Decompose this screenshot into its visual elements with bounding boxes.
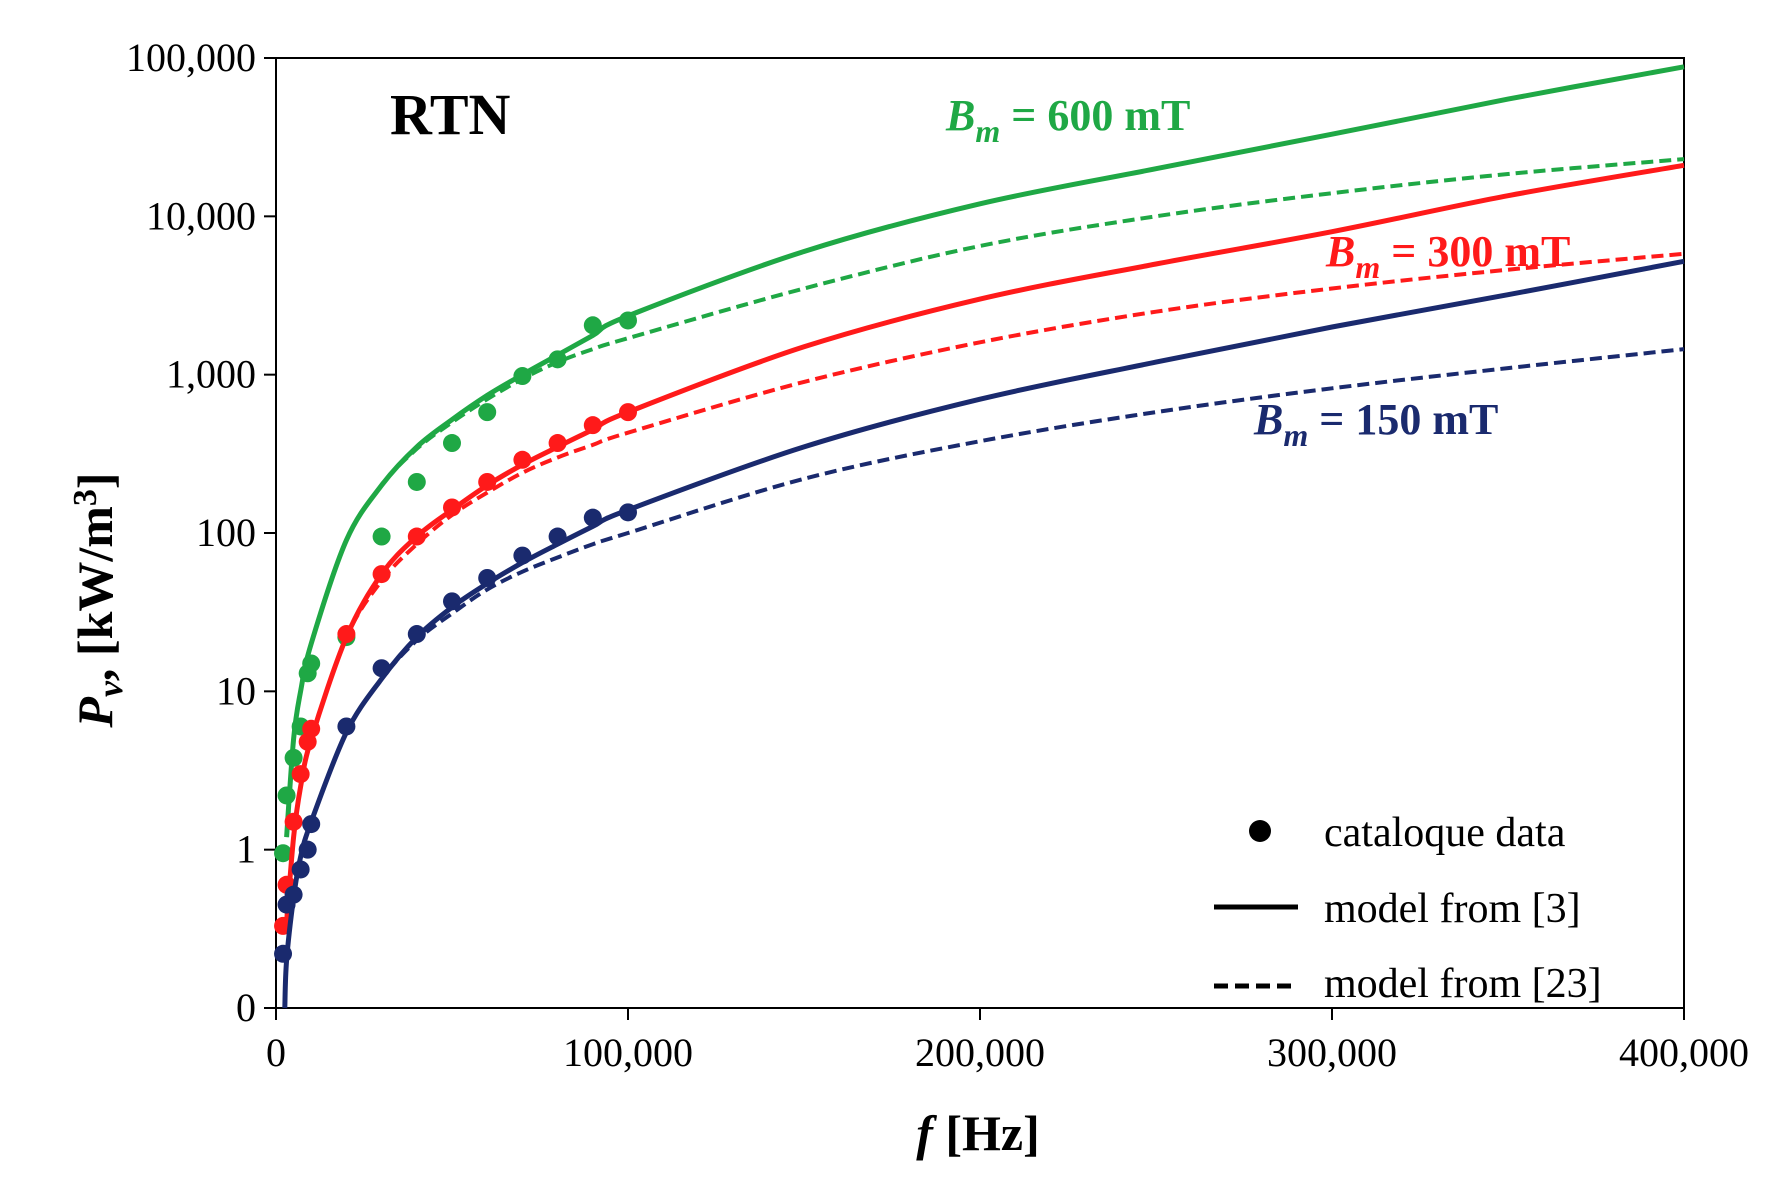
x-tick-label: 200,000: [915, 1030, 1045, 1075]
legend-label-model-3: model from [3]: [1324, 886, 1581, 932]
y-axis-title: Pv, [kW/m3]: [67, 472, 130, 728]
catalogue-data-point: [302, 719, 321, 738]
legend-label-model-23: model from [23]: [1324, 961, 1602, 1007]
series-group-1: [274, 162, 1685, 935]
catalogue-data-point: [513, 546, 532, 565]
catalogue-data-point: [583, 508, 602, 527]
x-tick-label: 300,000: [1267, 1030, 1397, 1075]
y-tick-label: 1: [236, 827, 256, 872]
catalogue-data-point: [548, 350, 567, 369]
legend-label-catalogue: cataloque data: [1324, 810, 1566, 856]
catalogue-data-point: [337, 625, 356, 644]
catalogue-data-point: [478, 472, 497, 491]
model-3-solid-line: [284, 162, 1685, 923]
catalogue-data-point: [583, 416, 602, 435]
y-tick-label: 100,000: [126, 35, 256, 80]
legend-dot-marker: [1249, 820, 1271, 842]
catalogue-data-point: [478, 403, 497, 422]
catalogue-data-point: [277, 786, 296, 805]
x-axis-title: f [Hz]: [916, 1105, 1040, 1161]
model-3-solid-line: [284, 64, 1685, 838]
y-ticks: 0 1 10 100 1,000 10,000 100,000: [126, 35, 276, 1030]
catalogue-data-point: [337, 717, 356, 736]
catalogue-data-point: [372, 565, 391, 584]
catalogue-data-point: [619, 503, 637, 522]
series-layer: [274, 64, 1685, 1009]
y-tick-label: 1,000: [166, 352, 256, 397]
y-tick-label: 100: [196, 510, 256, 555]
catalogue-data-point: [372, 527, 391, 546]
model-23-dashed-line: [284, 157, 1685, 838]
catalogue-data-point: [302, 654, 321, 673]
catalogue-data-point: [298, 840, 317, 859]
catalogue-data-point: [274, 844, 293, 863]
series-label-300: Bm = 300 mT: [1325, 227, 1570, 285]
catalogue-data-point: [291, 860, 310, 879]
catalogue-data-point: [548, 527, 567, 546]
series-group-2: [274, 258, 1685, 1009]
catalogue-data-point: [284, 885, 303, 904]
catalogue-data-point: [443, 434, 461, 453]
catalogue-data-point: [443, 498, 461, 517]
catalogue-data-point: [619, 403, 637, 422]
series-label-600: Bm = 600 mT: [945, 91, 1190, 149]
catalogue-data-point: [372, 659, 391, 678]
catalogue-data-point: [302, 815, 321, 834]
catalogue-data-point: [478, 568, 497, 587]
plot-area: [275, 57, 1685, 1009]
catalogue-data-point: [407, 472, 426, 491]
x-tick-label: 100,000: [563, 1030, 693, 1075]
x-tick-label: 400,000: [1619, 1030, 1749, 1075]
catalogue-data-point: [284, 748, 303, 767]
catalogue-data-point: [407, 527, 426, 546]
catalogue-data-point: [407, 625, 426, 644]
catalogue-data-point: [291, 765, 310, 784]
catalogue-data-point: [513, 367, 532, 386]
catalogue-data-point: [583, 316, 602, 335]
x-tick-label: 0: [266, 1030, 286, 1075]
legend: cataloque data model from [3] model from…: [1214, 810, 1602, 1007]
y-tick-label: 10,000: [146, 193, 256, 238]
y-tick-label: 10: [216, 668, 256, 713]
y-tick-label: 0: [236, 985, 256, 1030]
catalogue-data-point: [284, 812, 303, 831]
catalogue-data-point: [548, 434, 567, 453]
catalogue-data-point: [274, 944, 293, 963]
catalogue-data-point: [443, 592, 461, 611]
series-label-150: Bm = 150 mT: [1253, 395, 1498, 453]
catalogue-data-point: [513, 450, 532, 469]
chart-title: RTN: [390, 82, 511, 147]
x-ticks: 0 100,000 200,000 300,000 400,000: [266, 1008, 1749, 1075]
catalogue-data-point: [619, 311, 637, 330]
